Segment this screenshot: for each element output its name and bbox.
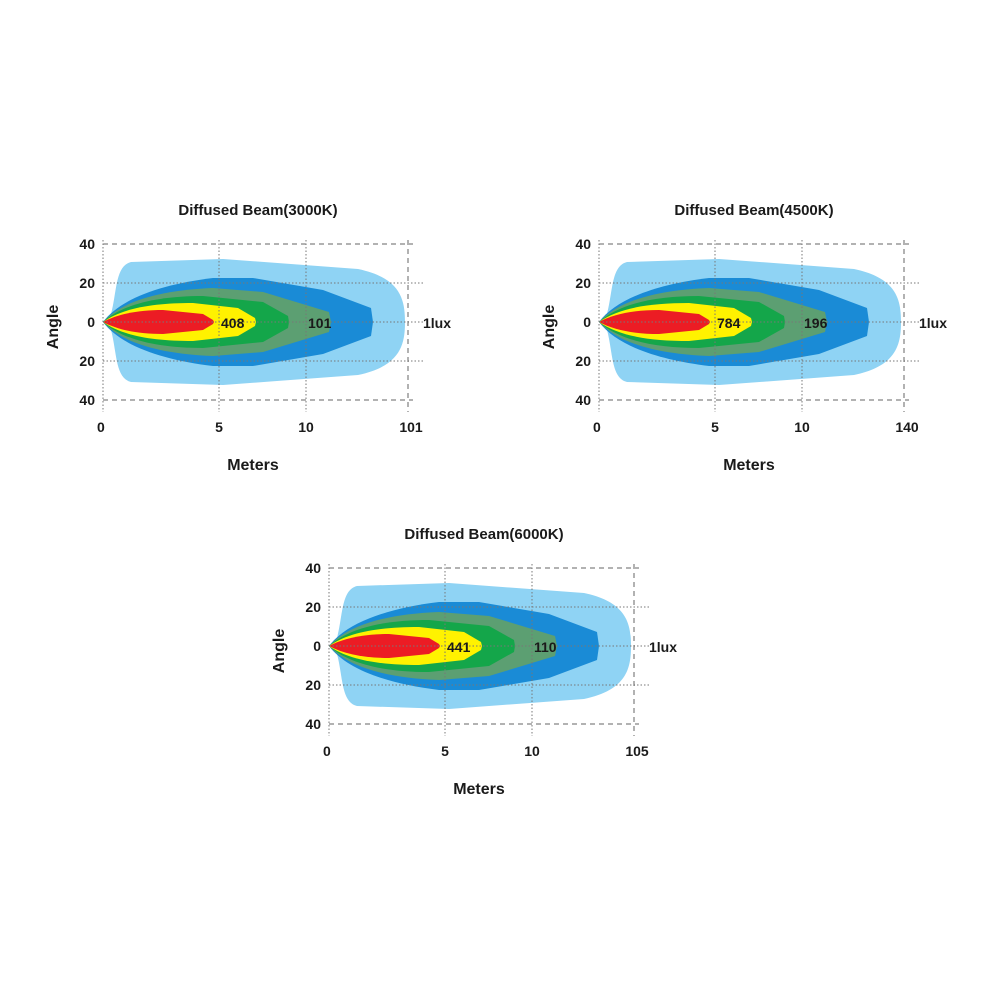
y-tick-label: 40 bbox=[305, 716, 321, 732]
x-tick-label: 10 bbox=[298, 419, 314, 435]
value-label: 196 bbox=[804, 315, 828, 331]
x-tick-label: 5 bbox=[215, 419, 223, 435]
x-axis-label: Meters bbox=[723, 457, 775, 474]
y-tick-label: 20 bbox=[305, 599, 321, 615]
x-axis-label: Meters bbox=[453, 781, 505, 798]
contour-red bbox=[103, 310, 214, 334]
y-tick-label: 40 bbox=[79, 392, 95, 408]
y-tick-label: 20 bbox=[575, 353, 591, 369]
y-tick-label: 0 bbox=[313, 638, 321, 654]
end-label: 1lux bbox=[919, 315, 947, 331]
end-label: 1lux bbox=[649, 639, 677, 655]
x-tick-label: 5 bbox=[711, 419, 719, 435]
x-tick-label: 0 bbox=[593, 419, 601, 435]
contour-red bbox=[329, 634, 440, 658]
y-axis-label: Angle bbox=[45, 305, 62, 350]
chart-title: Diffused Beam(4500K) bbox=[674, 202, 833, 219]
end-label: 1lux bbox=[423, 315, 451, 331]
value-label: 784 bbox=[717, 315, 741, 331]
x-tick-label: 10 bbox=[794, 419, 810, 435]
y-tick-label: 0 bbox=[87, 314, 95, 330]
y-tick-label: 40 bbox=[305, 560, 321, 576]
y-tick-label: 40 bbox=[575, 236, 591, 252]
y-tick-label: 40 bbox=[79, 236, 95, 252]
x-tick-label: 0 bbox=[323, 743, 331, 759]
y-tick-label: 0 bbox=[583, 314, 591, 330]
x-tick-label: 105 bbox=[625, 743, 649, 759]
contour-red bbox=[599, 310, 710, 334]
value-label: 110 bbox=[534, 639, 557, 655]
x-tick-label: 0 bbox=[97, 419, 105, 435]
y-tick-label: 20 bbox=[79, 275, 95, 291]
value-label: 441 bbox=[447, 639, 471, 655]
y-axis-label: Angle bbox=[541, 305, 558, 350]
chart-title: Diffused Beam(3000K) bbox=[178, 202, 337, 219]
x-tick-label: 10 bbox=[524, 743, 540, 759]
x-tick-label: 5 bbox=[441, 743, 449, 759]
x-axis-label: Meters bbox=[227, 457, 279, 474]
x-tick-label: 101 bbox=[399, 419, 423, 435]
x-tick-label: 140 bbox=[895, 419, 919, 435]
y-tick-label: 20 bbox=[575, 275, 591, 291]
y-tick-label: 20 bbox=[79, 353, 95, 369]
y-tick-label: 20 bbox=[305, 677, 321, 693]
chart-title: Diffused Beam(6000K) bbox=[404, 526, 563, 543]
y-axis-label: Angle bbox=[271, 629, 288, 674]
y-tick-label: 40 bbox=[575, 392, 591, 408]
value-label: 408 bbox=[221, 315, 245, 331]
value-label: 101 bbox=[308, 315, 332, 331]
